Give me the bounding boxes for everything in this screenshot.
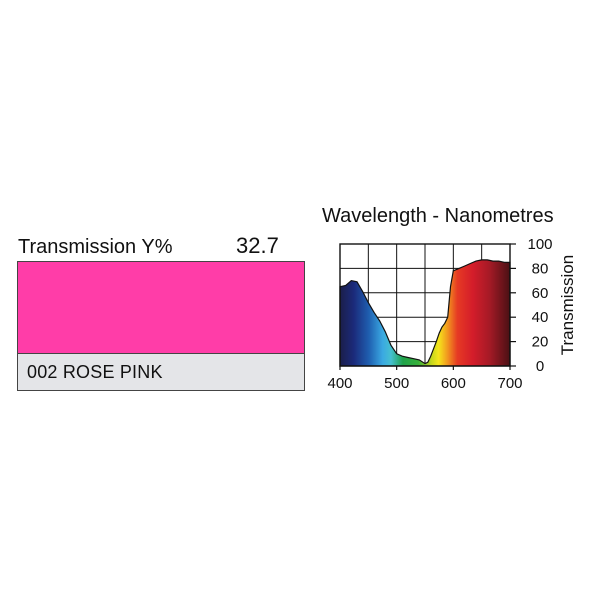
color-swatch xyxy=(18,262,304,353)
y-axis-ticks: 0 20 40 60 80 100 xyxy=(510,236,553,375)
chart-frame xyxy=(339,243,511,367)
x-axis-ticks: 400 500 600 700 xyxy=(327,366,523,392)
x-tick-label: 600 xyxy=(441,375,466,392)
transmission-label: Transmission Y% xyxy=(18,236,173,258)
y-tick-label: 60 xyxy=(532,285,549,302)
transmission-chart: 400 500 600 700 0 20 40 60 80 100 Transmission xyxy=(327,236,577,392)
chart-title: Wavelength - Nanometres xyxy=(322,205,554,227)
y-tick-label: 0 xyxy=(536,358,544,375)
x-tick-label: 400 xyxy=(327,375,352,392)
transmission-curve-area xyxy=(339,259,511,367)
filter-swatch-card: 002 ROSE PINK xyxy=(17,261,305,391)
y-tick-label: 80 xyxy=(532,260,549,277)
x-tick-label: 500 xyxy=(384,375,409,392)
y-tick-label: 100 xyxy=(527,236,552,253)
filter-name: 002 ROSE PINK xyxy=(27,362,163,382)
filter-name-band: 002 ROSE PINK xyxy=(18,353,304,390)
plot-border xyxy=(339,243,511,367)
y-tick-label: 40 xyxy=(532,309,549,326)
y-axis-label: Transmission xyxy=(558,255,577,355)
y-tick-label: 20 xyxy=(532,334,549,351)
transmission-value: 32.7 xyxy=(236,233,279,258)
x-tick-label: 700 xyxy=(497,375,522,392)
